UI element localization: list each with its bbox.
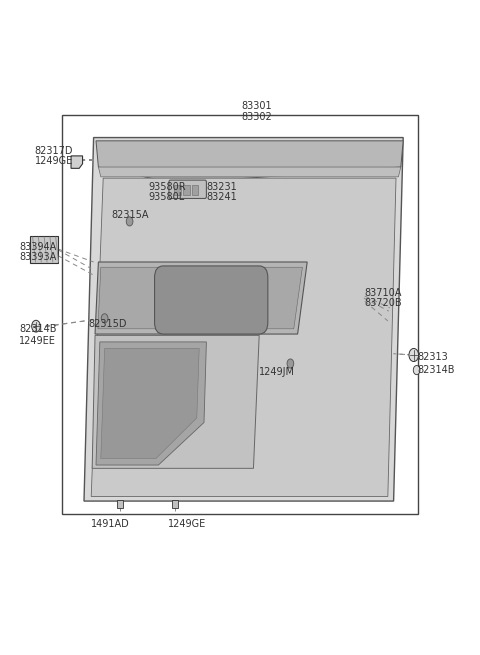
Text: 83394A: 83394A [19,242,57,252]
Text: 93580L: 93580L [149,191,185,202]
Polygon shape [172,500,178,508]
Text: 83720B: 83720B [365,297,402,308]
Text: 83301: 83301 [241,101,272,111]
Text: 1491AD: 1491AD [91,519,130,529]
Text: 82315A: 82315A [111,210,149,220]
Circle shape [287,359,294,368]
Text: 1249GE: 1249GE [35,156,73,166]
Text: 1249GE: 1249GE [168,519,206,529]
Polygon shape [98,267,302,329]
Text: 1249EE: 1249EE [19,335,56,346]
Text: 83302: 83302 [241,111,272,122]
Text: 83241: 83241 [206,191,237,202]
Polygon shape [117,500,123,508]
Text: 82315D: 82315D [89,318,127,329]
Bar [62,115,418,514]
FancyBboxPatch shape [169,180,206,198]
Polygon shape [101,348,199,458]
Polygon shape [84,138,403,501]
Circle shape [126,217,133,226]
Circle shape [101,314,108,323]
Polygon shape [98,167,401,177]
Polygon shape [96,342,206,465]
Polygon shape [30,236,58,263]
Text: 82314B: 82314B [19,324,57,335]
Bar [174,185,181,195]
Text: 82314B: 82314B [418,365,455,375]
Text: 93580R: 93580R [149,181,186,192]
Text: 83710A: 83710A [365,288,402,298]
FancyBboxPatch shape [155,266,268,334]
Text: 83231: 83231 [206,181,237,192]
Circle shape [413,365,420,375]
Polygon shape [71,156,83,168]
Polygon shape [92,335,259,468]
Text: 82313: 82313 [418,352,448,362]
Circle shape [409,348,419,362]
Bar [192,185,198,195]
Text: 83393A: 83393A [19,252,57,262]
Bar [183,185,190,195]
Text: 82317D: 82317D [35,146,73,157]
Polygon shape [95,262,307,334]
Text: 1249JM: 1249JM [259,367,295,377]
Polygon shape [96,141,403,183]
Circle shape [32,320,40,332]
Polygon shape [91,178,396,496]
